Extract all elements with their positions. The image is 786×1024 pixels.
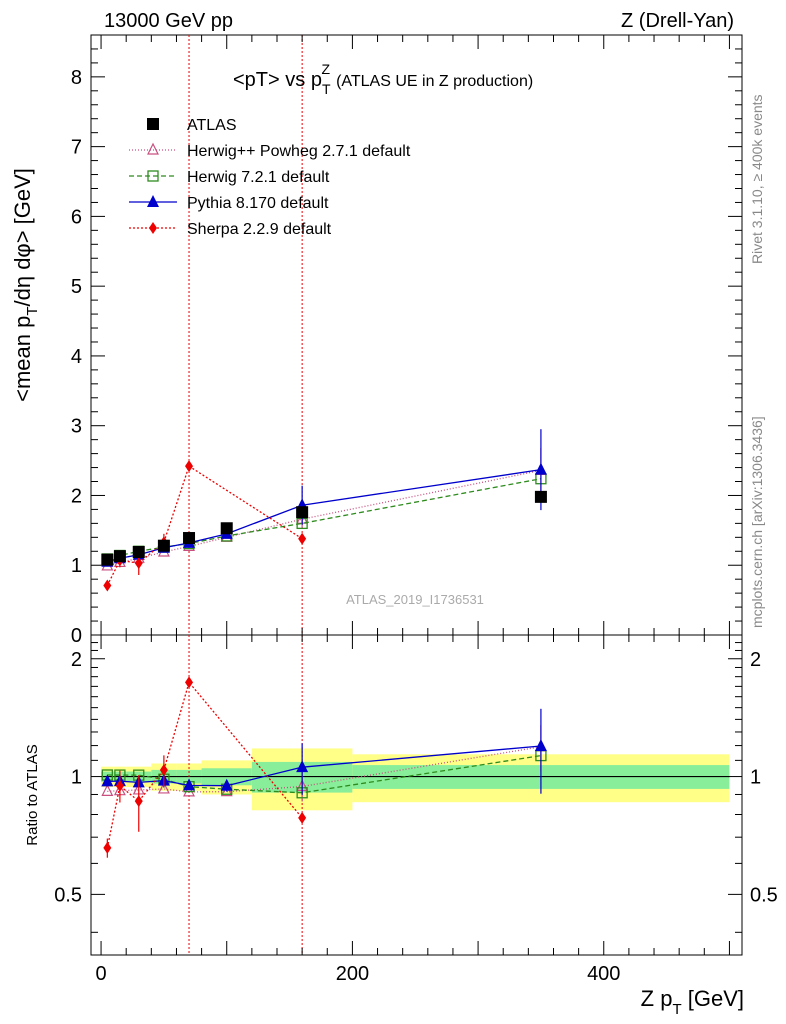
- series-3-point: [185, 460, 194, 473]
- ratio-tick-label-right: 0.5: [750, 884, 778, 906]
- legend-label-1: Herwig++ Powheg 2.7.1 default: [187, 143, 411, 160]
- legend-marker-4: [149, 222, 157, 234]
- plot-title: <pT> vs pTZ (ATLAS UE in Z production): [233, 61, 533, 97]
- atlas-data-point: [296, 506, 309, 519]
- series-2-ratio-point: [220, 778, 233, 791]
- legend-label-4: Sherpa 2.2.9 default: [187, 221, 332, 238]
- axes: 0 200 400 0 1 2 3 4 5 6 7 8 0.5 0.5 1 1 2 2: [54, 34, 778, 985]
- atlas-data-point: [132, 545, 145, 558]
- series-3-ratio-point: [185, 676, 194, 689]
- series-layer: [101, 429, 547, 858]
- ratio-tick-label: 1: [71, 767, 82, 789]
- x-tick-label: 0: [95, 963, 106, 985]
- atlas-data-point: [183, 532, 196, 545]
- series-0-ratio-point: [101, 784, 114, 796]
- y-tick-label: 8: [71, 67, 82, 89]
- series-3-ratio-point: [159, 764, 168, 777]
- y-tick-label: 0: [71, 625, 82, 647]
- y-tick-label: 4: [71, 346, 82, 368]
- series-3-ratio-point: [103, 841, 112, 854]
- series-3-ratio-point: [298, 811, 307, 824]
- y-tick-label: 5: [71, 276, 82, 298]
- ratio-tick-label-right: 1: [750, 767, 761, 789]
- y-axis-label-sub: T: [24, 307, 41, 316]
- series-0-ratio-point: [183, 784, 195, 797]
- x-axis-label-a: Z p: [641, 986, 673, 1011]
- series-3-ratio-point: [134, 795, 143, 808]
- legend-marker-0: [147, 118, 159, 130]
- y-tick-label: 2: [71, 485, 82, 507]
- series-2-point: [534, 462, 547, 475]
- y-tick-label: 7: [71, 137, 82, 159]
- header-left: 13000 GeV pp: [104, 10, 233, 32]
- ratio-tick-label-right: 2: [750, 649, 761, 671]
- series-2-ratio-point: [183, 778, 196, 791]
- series-0-ratio-point: [157, 781, 170, 794]
- x-tick-label: 400: [587, 963, 620, 985]
- series-3-point: [134, 557, 143, 570]
- x-axis-label: Z pT [GeV]: [641, 986, 744, 1018]
- series-1-line: [107, 478, 542, 560]
- legend-label-3: Pythia 8.170 default: [187, 195, 329, 212]
- series-2-line: [107, 469, 542, 563]
- atlas-data-point: [220, 522, 233, 535]
- ratio-axis-label: Ratio to ATLAS: [24, 744, 41, 845]
- plot-title-sub: T: [322, 81, 331, 97]
- series-3-point: [103, 579, 112, 592]
- plot-title-sup: Z: [322, 61, 331, 77]
- legend-label-0: ATLAS: [187, 117, 237, 134]
- y-tick-label: 1: [71, 555, 82, 577]
- x-axis-label-sub: T: [672, 1001, 681, 1018]
- legend-label-2: Herwig 7.2.1 default: [187, 169, 330, 186]
- atlas-data-point: [101, 553, 114, 566]
- analysis-id: ATLAS_2019_I1736531: [346, 592, 484, 607]
- plot-title-main: <pT> vs p: [233, 69, 322, 91]
- atlas-data-point: [157, 539, 170, 552]
- x-tick-label: 200: [336, 963, 369, 985]
- ratio-tick-label: 2: [71, 649, 82, 671]
- series-3-point: [298, 532, 307, 545]
- y-axis-label-a: <mean p: [10, 316, 35, 402]
- y-axis-label-b: /dη dφ> [GeV]: [10, 168, 35, 306]
- ratio-tick-label: 0.5: [54, 884, 82, 906]
- y-tick-label: 6: [71, 206, 82, 228]
- plot-title-rest: (ATLAS UE in Z production): [336, 73, 533, 90]
- series-3-ratio-point: [115, 779, 124, 792]
- y-axis-label: <mean pT/dη dφ> [GeV]: [10, 168, 41, 402]
- mcplots-label: mcplots.cern.ch [arXiv:1306.3436]: [749, 416, 765, 628]
- y-tick-label: 3: [71, 416, 82, 438]
- legend-marker-2: [147, 170, 159, 182]
- series-2-ratio-point: [296, 760, 309, 773]
- series-2-ratio-point: [101, 774, 114, 787]
- legend-marker-1: [147, 142, 159, 155]
- atlas-data-point: [534, 490, 547, 503]
- legend-marker-3: [147, 195, 159, 207]
- atlas-data-point: [113, 550, 126, 563]
- legend: ATLAS Herwig++ Powheg 2.7.1 default Herwig…: [129, 117, 411, 238]
- series-3-line: [106, 465, 303, 586]
- series-2-ratio-point: [534, 739, 547, 752]
- header-right: Z (Drell-Yan): [621, 10, 734, 32]
- x-axis-label-b: [GeV]: [682, 986, 744, 1011]
- ratio-panel-frame: [90, 634, 743, 956]
- series-3-ratio-line: [106, 680, 303, 848]
- rivet-version-label: Rivet 3.1.10, ≥ 400k events: [749, 94, 765, 264]
